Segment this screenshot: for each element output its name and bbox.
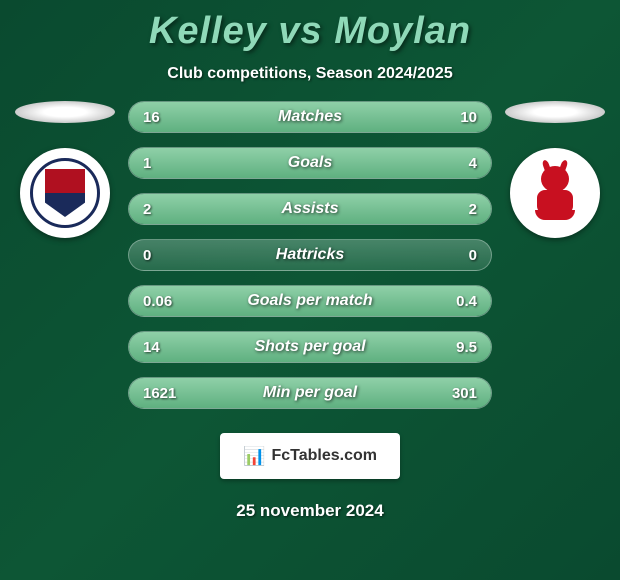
- stat-row: 14 9.5 Shots per goal: [128, 331, 492, 363]
- stat-label: Goals: [288, 154, 332, 172]
- stat-row: 0.06 0.4 Goals per match: [128, 285, 492, 317]
- stat-label: Min per goal: [263, 384, 357, 402]
- brand-logo: 📊 FcTables.com: [220, 433, 400, 479]
- stat-row: 1 4 Goals: [128, 147, 492, 179]
- stat-value-right: 9.5: [456, 339, 477, 356]
- stat-value-right: 4: [469, 155, 477, 172]
- stat-row: 2 2 Assists: [128, 193, 492, 225]
- page-title: Kelley vs Moylan: [0, 0, 620, 53]
- player-silhouette-right: [505, 101, 605, 123]
- stat-row: 1621 301 Min per goal: [128, 377, 492, 409]
- stat-value-right: 2: [469, 201, 477, 218]
- bar-fill-left: [129, 148, 201, 178]
- crawley-badge-icon: [30, 158, 100, 228]
- lincoln-badge-icon: [516, 154, 594, 232]
- stat-row: 0 0 Hattricks: [128, 239, 492, 271]
- right-team-badge: [510, 148, 600, 238]
- stat-label: Shots per goal: [254, 338, 365, 356]
- stat-value-right: 0.4: [456, 293, 477, 310]
- stat-value-left: 0: [143, 247, 151, 264]
- stat-value-right: 10: [460, 109, 477, 126]
- date-text: 25 november 2024: [0, 501, 620, 521]
- stat-value-left: 0.06: [143, 293, 172, 310]
- stat-bars: 1610Matches14Goals22Assists00Hattricks0.…: [120, 101, 500, 423]
- stat-value-right: 0: [469, 247, 477, 264]
- stat-row: 16 10 Matches: [128, 101, 492, 133]
- left-side: [10, 101, 120, 423]
- left-team-badge: [20, 148, 110, 238]
- stat-value-right: 301: [452, 385, 477, 402]
- player-silhouette-left: [15, 101, 115, 123]
- comparison-content: 1610Matches14Goals22Assists00Hattricks0.…: [0, 101, 620, 423]
- right-side: [500, 101, 610, 423]
- bar-fill-right: [201, 148, 491, 178]
- stat-label: Goals per match: [247, 292, 372, 310]
- stat-value-left: 1: [143, 155, 151, 172]
- stat-value-left: 1621: [143, 385, 176, 402]
- stat-label: Hattricks: [276, 246, 344, 264]
- stat-label: Matches: [278, 108, 342, 126]
- stat-label: Assists: [282, 200, 339, 218]
- stat-value-left: 14: [143, 339, 160, 356]
- stat-value-left: 2: [143, 201, 151, 218]
- chart-icon: 📊: [243, 446, 265, 467]
- page-subtitle: Club competitions, Season 2024/2025: [0, 65, 620, 83]
- stat-value-left: 16: [143, 109, 160, 126]
- brand-text: FcTables.com: [271, 447, 377, 465]
